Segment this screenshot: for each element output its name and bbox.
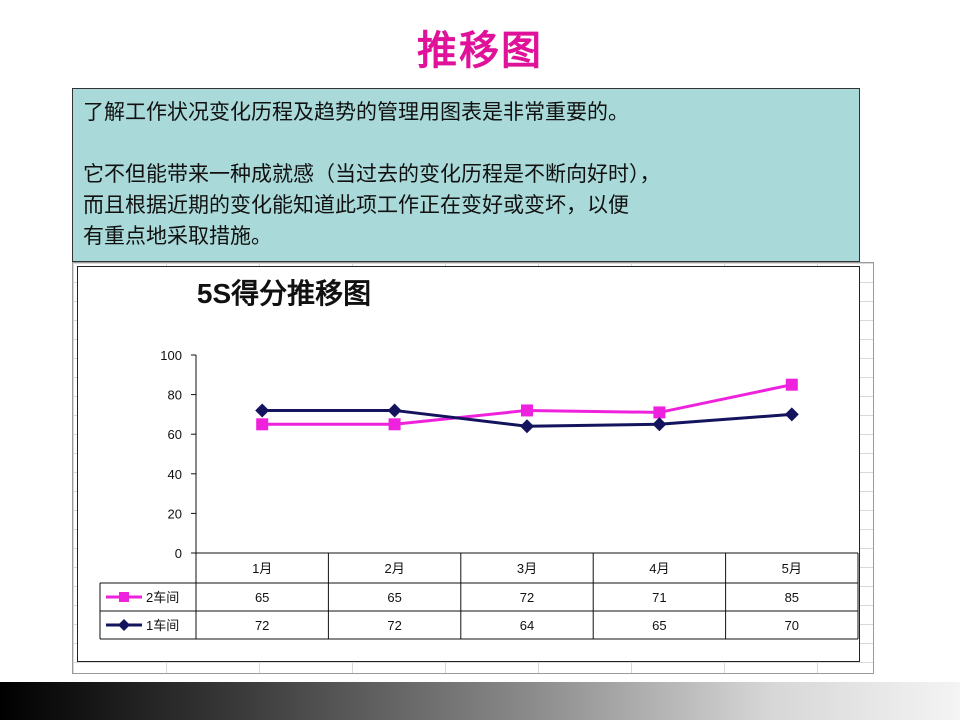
slide-title: 推移图: [417, 28, 543, 74]
y-tick-label: 20: [168, 506, 182, 521]
table-cell-value: 64: [520, 618, 534, 633]
y-tick-label: 60: [168, 427, 182, 442]
data-point: [255, 403, 270, 418]
y-tick-label: 40: [168, 467, 182, 482]
table-cell-value: 72: [387, 618, 401, 633]
chart-title: 5S得分推移图: [197, 278, 371, 309]
series-lines: [255, 378, 799, 434]
data-point: [652, 417, 667, 432]
data-point: [388, 418, 401, 431]
data-point: [785, 378, 798, 391]
table-cell-value: 85: [785, 590, 799, 605]
y-tick-label: 0: [175, 546, 182, 561]
legend-key-marker: [118, 619, 130, 631]
axes: 0 20 40 60 80 100: [160, 348, 197, 561]
note-gap: [83, 128, 849, 159]
chart-area: 5S得分推移图 0 20 40 60 80 100 1月 2月 3月 4月 5月 2车间 65 65 72…: [77, 266, 860, 662]
note-line-4: 有重点地采取措施。: [83, 224, 272, 248]
data-point: [784, 407, 799, 422]
table-cell-value: 65: [255, 590, 269, 605]
note-line-3: 而且根据近期的变化能知道此项工作正在变好或变坏，以便: [83, 193, 629, 217]
table-cell-value: 70: [785, 618, 799, 633]
data-point: [520, 419, 534, 434]
x-tick-label: 5月: [782, 561, 802, 576]
x-tick-label: 2月: [384, 561, 404, 576]
note-line-1: 了解工作状况变化历程及趋势的管理用图表是非常重要的。: [83, 100, 629, 124]
legend-label: 2车间: [146, 590, 179, 605]
footer-gradient-bar: [0, 682, 960, 720]
x-tick-label: 3月: [517, 561, 537, 576]
note-box: 了解工作状况变化历程及趋势的管理用图表是非常重要的。 它不但能带来一种成就感（当…: [72, 88, 860, 262]
note-line-2: 它不但能带来一种成就感（当过去的变化历程是不断向好时），: [83, 162, 661, 186]
table-cell-value: 65: [652, 618, 666, 633]
table-cell-value: 65: [387, 590, 401, 605]
table-cell-value: 72: [520, 590, 534, 605]
data-point: [256, 418, 269, 431]
y-tick-label: 100: [160, 348, 182, 363]
data-point: [521, 404, 533, 417]
data-table: 1月 2月 3月 4月 5月 2车间 65 65 72 71 85 1车间 72 72 64 65 70: [99, 552, 859, 640]
table-cell-value: 71: [652, 590, 666, 605]
x-tick-label: 1月: [252, 561, 272, 576]
data-point: [653, 406, 666, 419]
x-tick-label: 4月: [649, 561, 669, 576]
legend-label: 1车间: [146, 618, 179, 633]
data-point: [387, 403, 402, 418]
table-cell-value: 72: [255, 618, 269, 633]
y-tick-label: 80: [168, 388, 182, 403]
line-chart: 5S得分推移图 0 20 40 60 80 100 1月 2月 3月 4月 5月 2车间 65 65 72…: [99, 278, 859, 640]
legend-key-marker: [119, 592, 129, 602]
